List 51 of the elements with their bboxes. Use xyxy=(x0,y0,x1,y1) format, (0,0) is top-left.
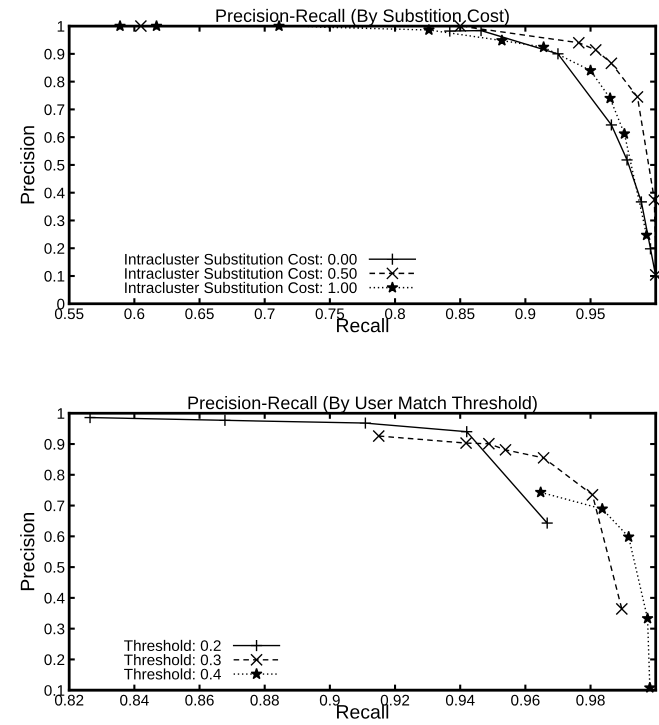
legend-label: Intracluster Substitution Cost: 0.00 xyxy=(125,253,357,265)
x-tick-label: 0.9 xyxy=(320,694,340,706)
x-tick-label: 0.8 xyxy=(385,308,405,320)
chart-title: Precision-Recall (By User Match Threshold) xyxy=(188,396,537,413)
y-tick-label: 0.6 xyxy=(44,531,64,542)
y-tick-label: 0.3 xyxy=(44,624,64,634)
legend-label: Intracluster Substitution Cost: 1.00 xyxy=(125,282,357,294)
y-tick-label: 0.8 xyxy=(44,470,64,480)
y-tick-label: 0.9 xyxy=(44,48,64,60)
x-tick-label: 0.92 xyxy=(380,694,410,706)
legend-label: Intracluster Substitution Cost: 0.50 xyxy=(125,268,357,279)
x-tick-label: 0.55 xyxy=(54,308,84,320)
x-tick-label: 0.9 xyxy=(515,308,536,320)
x-tick-label: 0.7 xyxy=(254,308,275,320)
x-tick-label: 0.85 xyxy=(446,308,474,320)
x-axis-title: Recall xyxy=(337,704,388,719)
x-tick-label: 0.6 xyxy=(124,308,144,320)
y-axis-title: Precision xyxy=(20,126,34,204)
y-tick-label: 0.1 xyxy=(44,270,64,282)
x-tick-label: 0.86 xyxy=(185,694,214,706)
y-tick-label: 0.9 xyxy=(44,438,64,450)
x-tick-label: 0.94 xyxy=(446,694,475,706)
x-tick-label: 0.65 xyxy=(185,308,214,320)
x-tick-label: 0.96 xyxy=(511,694,540,706)
y-tick-label: 0.5 xyxy=(44,562,64,573)
y-axis-title: Precision xyxy=(20,513,34,590)
y-tick-label: 1 xyxy=(58,21,64,32)
y-tick-label: 0 xyxy=(57,298,64,310)
x-tick-label: 0.95 xyxy=(576,308,605,320)
x-tick-label: 0.88 xyxy=(250,694,279,706)
x-tick-label: 0.82 xyxy=(54,694,84,706)
y-tick-label: 1 xyxy=(58,408,64,419)
y-tick-label: 0.1 xyxy=(44,685,64,696)
x-tick-label: 0.84 xyxy=(120,694,149,706)
y-tick-label: 0.4 xyxy=(44,188,65,198)
chart-title: Precision-Recall (By Substition Cost) xyxy=(216,8,509,26)
legend-label: Threshold: 0.4 xyxy=(124,668,221,680)
y-tick-label: 0.8 xyxy=(44,76,64,88)
legend-label: Threshold: 0.3 xyxy=(124,654,221,666)
y-tick-label: 0.7 xyxy=(44,500,64,512)
y-tick-label: 0.4 xyxy=(44,592,65,604)
legend-label: Threshold: 0.2 xyxy=(124,640,221,652)
x-tick-label: 0.98 xyxy=(576,694,605,706)
y-tick-label: 0.2 xyxy=(44,654,64,666)
y-tick-label: 0.3 xyxy=(44,215,64,226)
y-tick-label: 0.2 xyxy=(44,243,64,254)
y-tick-label: 0.7 xyxy=(44,104,64,116)
y-tick-label: 0.6 xyxy=(44,132,64,143)
y-tick-label: 0.5 xyxy=(44,160,64,171)
x-axis-title: Recall xyxy=(337,318,388,332)
x-tick-label: 0.75 xyxy=(316,308,344,320)
